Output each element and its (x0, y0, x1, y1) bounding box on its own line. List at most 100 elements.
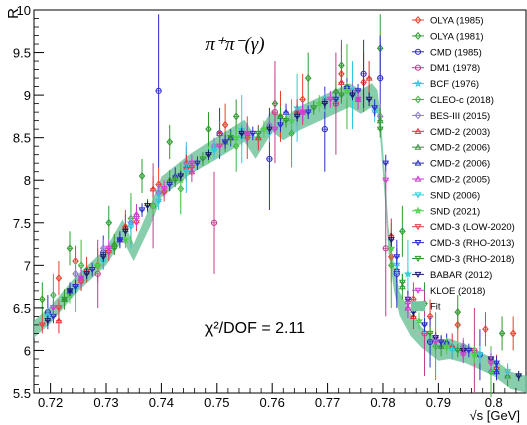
data-point (337, 78, 345, 85)
series-16 (44, 90, 523, 382)
data-point (155, 198, 163, 206)
x-tick-label: 0.77 (315, 395, 340, 410)
legend: OLYA (1985) OLYA (1981) CMD (1985) DM1 (197… (411, 16, 515, 313)
data-point (121, 228, 129, 235)
data-point (105, 245, 113, 252)
data-point (487, 360, 495, 367)
data-point (404, 301, 412, 308)
legend-entry: SND (2006) (412, 190, 480, 201)
legend-entry: BES-III (2015) (412, 111, 490, 122)
legend-marker (414, 48, 422, 55)
legend-entry: CMD-2 (2006) (412, 143, 490, 154)
data-point (360, 70, 367, 77)
data-point (254, 130, 262, 138)
data-point (509, 329, 517, 338)
data-point (116, 237, 124, 244)
data-point (399, 227, 406, 236)
data-point (493, 360, 500, 367)
data-point (454, 347, 462, 355)
data-point (44, 313, 52, 321)
y-axis-label: R (5, 8, 22, 19)
legend-entry: CMD-3 (LOW-2020) (412, 222, 515, 233)
data-point (349, 92, 356, 99)
legend-entry: BABAR (2012) (412, 270, 492, 281)
x-tick-label: 0.74 (149, 395, 174, 410)
legend-label: CMD-2 (2006) (430, 159, 490, 170)
data-point (77, 275, 85, 282)
series-15 (61, 88, 462, 358)
data-point (99, 254, 107, 261)
legend-marker (414, 192, 422, 199)
data-point (55, 274, 63, 283)
data-point (310, 105, 318, 112)
data-point (232, 133, 241, 142)
legend-entry: CMD-2 (2003) (412, 127, 490, 138)
data-point (337, 92, 345, 99)
data-point (148, 201, 158, 210)
plot-border (33, 9, 527, 394)
x-tick-label: 0.79 (426, 395, 451, 410)
data-point (354, 88, 362, 95)
data-point (149, 185, 157, 192)
data-point (377, 74, 384, 82)
legend-entry: CMD-3 (RHO-2018) (412, 254, 514, 265)
data-point (105, 218, 113, 227)
data-point (315, 99, 324, 108)
legend-entry: CMD-3 (RHO-2013) (412, 238, 514, 249)
data-point (288, 129, 295, 138)
data-point (304, 74, 312, 83)
series-1 (39, 14, 506, 351)
data-point (465, 347, 473, 355)
data-point (72, 284, 79, 291)
data-point (238, 130, 246, 138)
data-point (403, 269, 413, 278)
data-point (342, 86, 352, 95)
data-point (176, 175, 185, 184)
legend-label: BCF (1976) (430, 79, 479, 90)
data-point (321, 101, 329, 108)
y-tick-label: 5.5 (13, 386, 31, 401)
data-point (426, 330, 434, 338)
chart-title: π⁺π⁻(γ) (205, 34, 264, 55)
data-point (504, 369, 512, 376)
x-tick-label: 0.73 (93, 395, 118, 410)
y-tick-label: 6.5 (13, 301, 31, 316)
fit-band-area (34, 83, 527, 393)
data-point (155, 87, 162, 94)
legend-marker (413, 206, 423, 215)
data-point (365, 74, 373, 81)
legend-entry-fit: Fit (411, 301, 441, 313)
data-point (293, 113, 301, 121)
data-point (515, 373, 523, 380)
y-tick-label: 8.5 (13, 131, 31, 146)
data-point (299, 109, 307, 116)
data-point (387, 244, 396, 252)
legend-fit-swatch (411, 301, 425, 312)
data-point (66, 288, 74, 295)
data-point (271, 126, 279, 133)
data-point (133, 215, 140, 223)
plot-frame (33, 9, 527, 394)
legend-entry: DM1 (1978) (412, 63, 480, 74)
legend-marker (413, 79, 423, 88)
legend-label: CLEO-c (2018) (430, 95, 494, 106)
data-point (49, 305, 57, 312)
data-point (277, 122, 284, 129)
legend-label: OLYA (1981) (430, 31, 484, 42)
data-point (93, 261, 102, 269)
data-point (338, 61, 345, 70)
data-point (382, 160, 390, 167)
data-point (55, 317, 63, 324)
legend-marker (414, 31, 422, 40)
legend-entry: OLYA (1985) (412, 16, 484, 27)
data-point (38, 322, 46, 329)
series-17 (49, 90, 495, 372)
data-point (205, 125, 212, 134)
chi2-annotation: χ²/DOF = 2.11 (205, 320, 305, 337)
data-point (138, 171, 146, 180)
data-point (232, 142, 240, 151)
data-point (216, 143, 224, 150)
data-point (72, 269, 79, 278)
y-tick-label: 6 (24, 343, 31, 358)
